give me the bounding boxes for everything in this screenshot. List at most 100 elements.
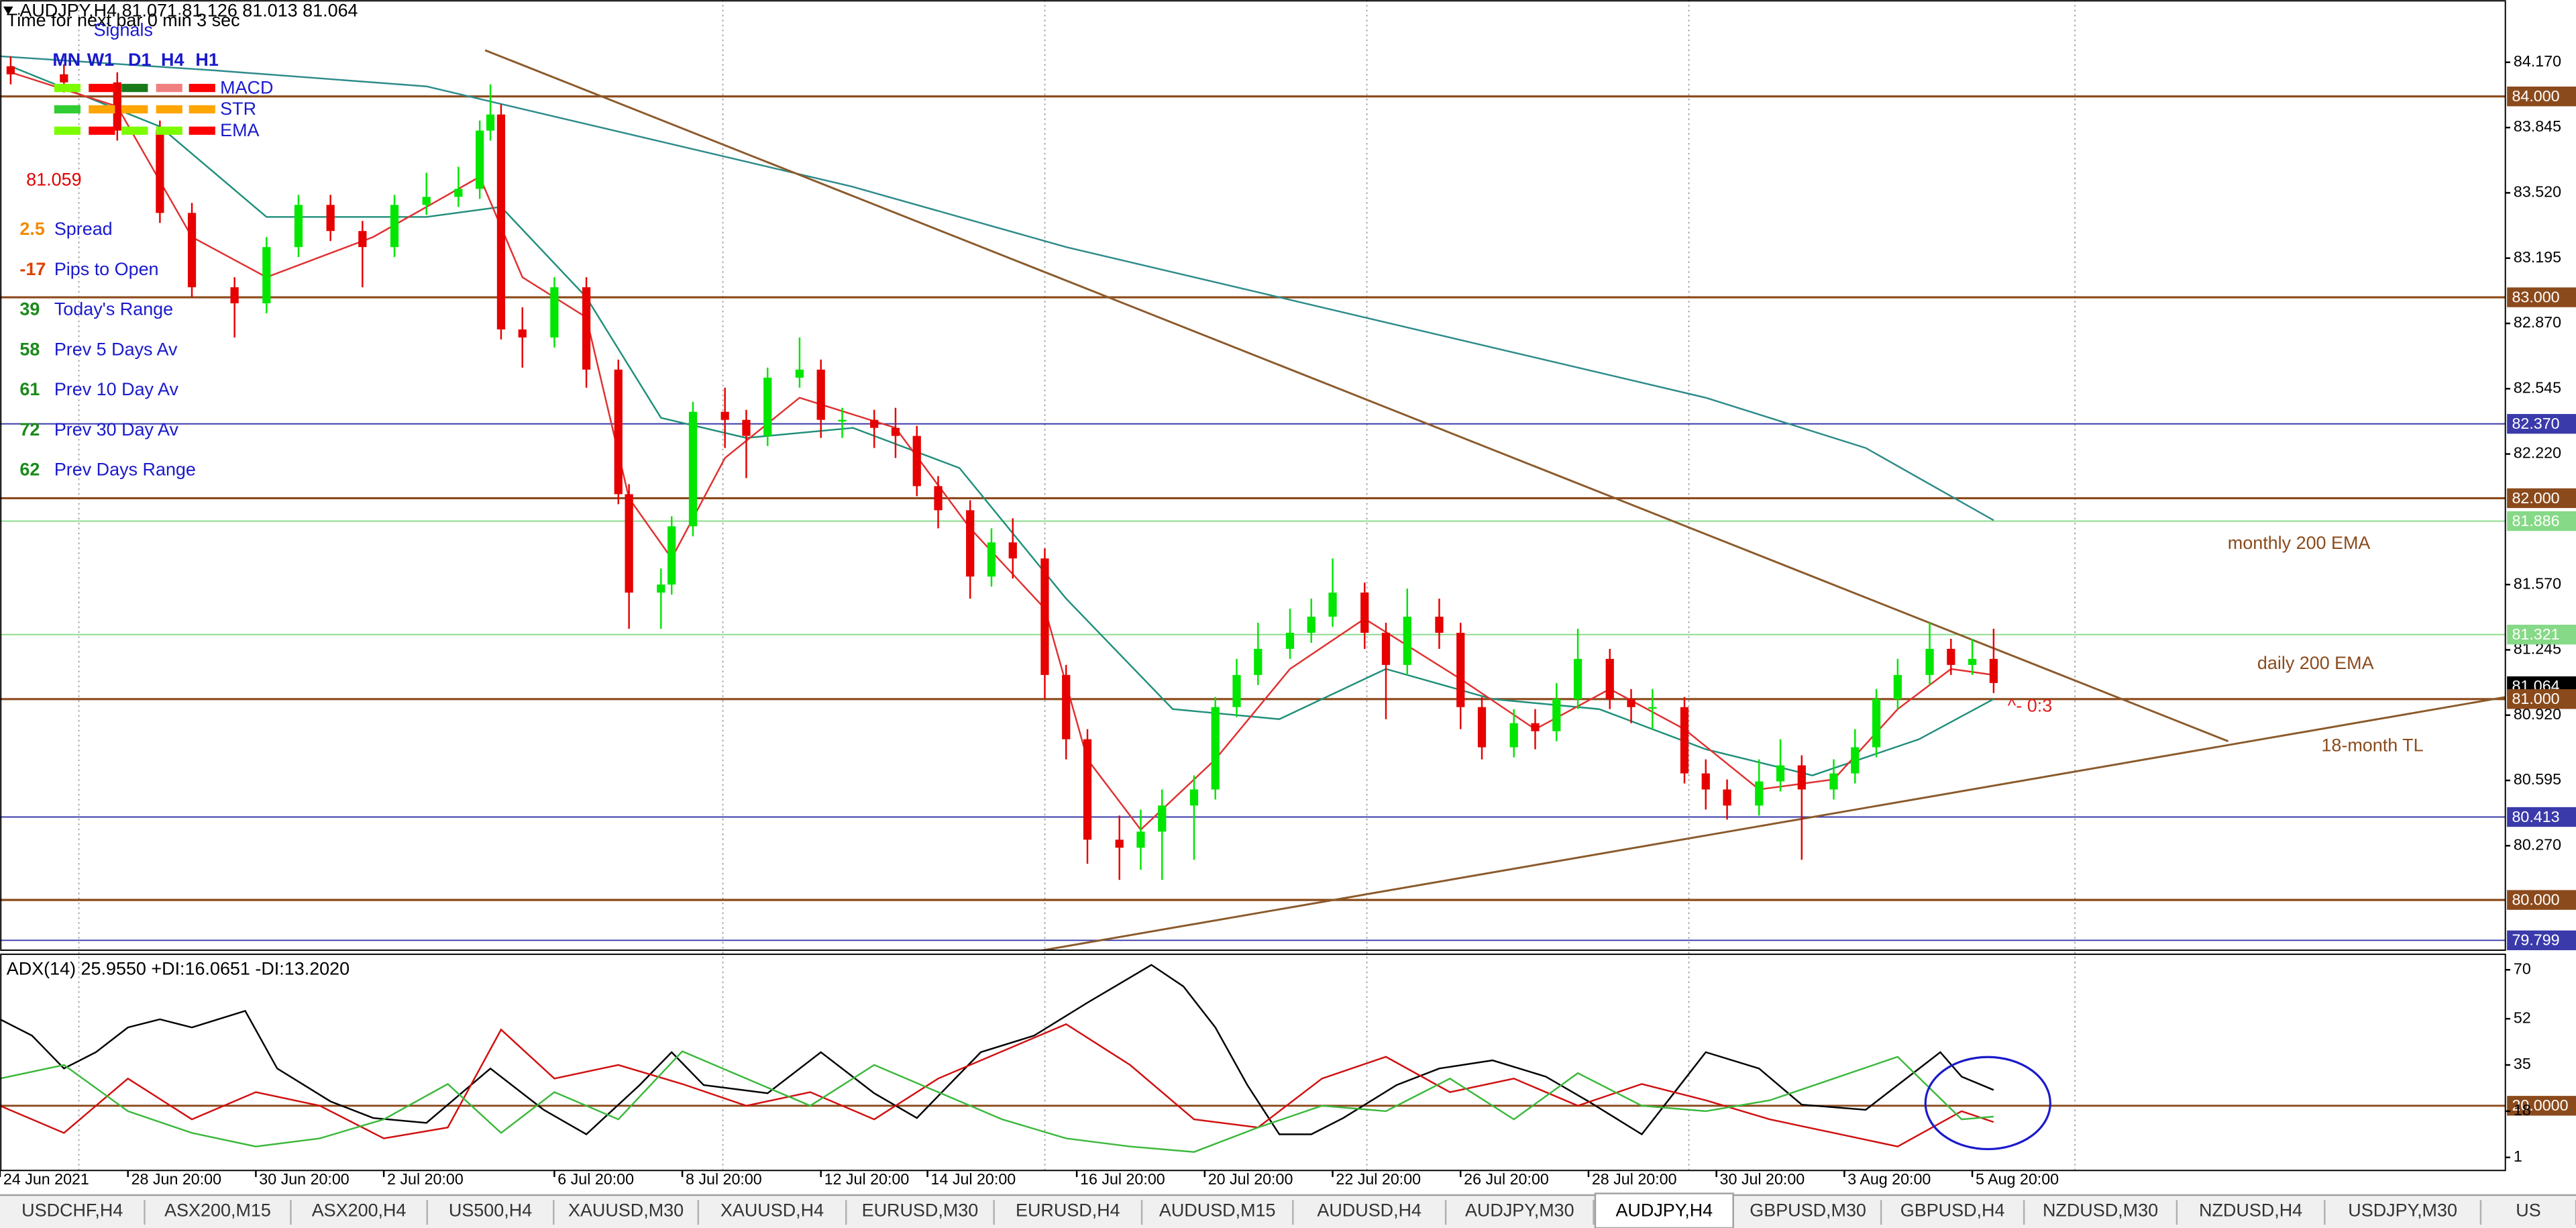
level-label-box — [2507, 1096, 2576, 1116]
y-tick-label: 83.845 — [2514, 117, 2561, 135]
stat-value: 61 — [19, 379, 40, 399]
candle-body — [60, 74, 68, 83]
highlight-circle — [1924, 1056, 2051, 1151]
y-tick-label: 80.270 — [2514, 835, 2561, 853]
tab[interactable]: GBPUSD,M30 — [1750, 1200, 1866, 1221]
y-tick-label: 82.220 — [2514, 444, 2561, 462]
series-line — [0, 1023, 1994, 1147]
y-tick-label: 81.570 — [2514, 574, 2561, 592]
tab[interactable]: AUDUSD,H4 — [1317, 1200, 1421, 1221]
stats-panel: 2.5 Spread -17 Pips to Open 39 Today's Range 5… — [19, 219, 196, 480]
tab-active[interactable] — [1594, 1192, 1734, 1228]
level-label: 83.000 — [2512, 288, 2559, 305]
candle-body — [838, 419, 847, 422]
candle-body — [1456, 632, 1465, 707]
candle-body — [688, 411, 698, 527]
tab[interactable]: EURUSD,M30 — [862, 1200, 979, 1221]
candle-body — [912, 436, 921, 487]
candle-body — [518, 329, 527, 338]
tab[interactable]: XAUUSD,H4 — [720, 1200, 824, 1221]
tab[interactable]: USDJPY,M30 — [2348, 1200, 2457, 1221]
price-frame — [0, 0, 2506, 951]
tab[interactable]: GBPUSD,H4 — [1900, 1200, 2005, 1221]
timeframe-label: H4 — [161, 50, 184, 70]
level-label: 81.321 — [2512, 625, 2559, 643]
level-label: 82.370 — [2512, 415, 2559, 432]
signals-title: Signals — [94, 20, 153, 40]
tab[interactable]: XAUUSD,M30 — [568, 1200, 684, 1221]
y-tick-label: 80.595 — [2514, 770, 2561, 788]
y-tick-label: 18 — [2514, 1101, 2531, 1119]
candle-body — [1627, 699, 1635, 707]
y-tick-label: 70 — [2514, 960, 2531, 977]
candle-body — [1083, 739, 1092, 840]
tab[interactable]: AUDUSD,M15 — [1159, 1200, 1276, 1221]
y-tick-label: 83.520 — [2514, 183, 2561, 201]
x-tick-label: 16 Jul 20:00 — [1080, 1170, 1165, 1188]
candle-body — [476, 130, 484, 189]
level-label: 20.0000 — [2512, 1096, 2568, 1114]
tab[interactable]: NZDUSD,M30 — [2043, 1200, 2158, 1221]
candle-body — [1477, 707, 1487, 748]
candle-body — [1062, 674, 1071, 739]
annotation: ^- 0:3 — [2008, 696, 2053, 716]
signal-row-label: EMA — [220, 120, 259, 140]
stat-label: Prev 30 Day Av — [54, 419, 179, 440]
levels — [0, 95, 2506, 1107]
signal-row-label: STR — [220, 99, 256, 119]
y-tick-label: 83.195 — [2514, 248, 2561, 266]
tab[interactable]: US500,H4 — [449, 1200, 532, 1221]
timeframe-label: MN — [52, 50, 80, 70]
candle-body — [1307, 617, 1316, 633]
collapse-icon — [3, 6, 13, 15]
x-tick-label: 14 Jul 20:00 — [931, 1170, 1016, 1188]
level-label: 80.000 — [2512, 891, 2559, 909]
x-tick-label: 22 Jul 20:00 — [1336, 1170, 1421, 1188]
candle-body — [1360, 593, 1369, 633]
signal-row-label: MACD — [220, 77, 273, 97]
candle-body — [1509, 723, 1518, 748]
tab[interactable]: US — [2516, 1200, 2540, 1221]
annotation: monthly 200 EMA — [2228, 533, 2371, 553]
x-tick-label: 30 Jul 20:00 — [1720, 1170, 1805, 1188]
candle-body — [966, 510, 975, 577]
candle-body — [1158, 805, 1167, 832]
candle-body — [1136, 831, 1145, 848]
x-tick-label: 2 Jul 20:00 — [387, 1170, 464, 1188]
candle-body — [657, 584, 665, 593]
candle-body — [1435, 617, 1444, 633]
series-line — [0, 1050, 1994, 1153]
tab[interactable]: USDCHF,H4 — [21, 1200, 123, 1221]
price-plot — [0, 49, 2506, 950]
tab[interactable]: AUDJPY,M30 — [1465, 1200, 1574, 1221]
tab[interactable]: ASX200,H4 — [312, 1200, 407, 1221]
chart-title: AUDJPY,H4 81.071 81.126 81.013 81.064 — [19, 0, 358, 20]
level-label-box — [2507, 807, 2576, 827]
candle-body — [891, 427, 900, 436]
candle-body — [1328, 593, 1337, 617]
x-tick-label: 12 Jul 20:00 — [824, 1170, 910, 1188]
y-tick-label: 82.870 — [2514, 313, 2561, 331]
candle-body — [1776, 765, 1785, 782]
candle-body — [1797, 765, 1806, 790]
level-label: 80.413 — [2512, 808, 2559, 825]
x-tick-label: 24 Jun 2021 — [3, 1170, 89, 1188]
tab[interactable]: EURUSD,H4 — [1016, 1200, 1120, 1221]
x-tick-label: 28 Jun 20:00 — [131, 1170, 221, 1188]
candle-body — [6, 66, 15, 74]
annotation: daily 200 EMA — [2257, 653, 2374, 673]
level-label-box — [2507, 511, 2576, 531]
stat-label: Prev Days Range — [54, 460, 196, 480]
tab[interactable]: ASX200,M15 — [164, 1200, 271, 1221]
candle-body — [667, 526, 676, 585]
candle-body — [720, 411, 729, 420]
series-line — [0, 964, 1994, 1135]
tab[interactable]: AUDJPY,H4 — [1615, 1200, 1713, 1221]
tab[interactable]: NZDUSD,H4 — [2199, 1200, 2302, 1221]
timeframe-label: D1 — [128, 50, 151, 70]
series-line — [0, 55, 1994, 521]
candle-body — [1531, 723, 1540, 731]
stat-label: Prev 10 Day Av — [54, 379, 179, 399]
candle-body — [454, 189, 463, 197]
